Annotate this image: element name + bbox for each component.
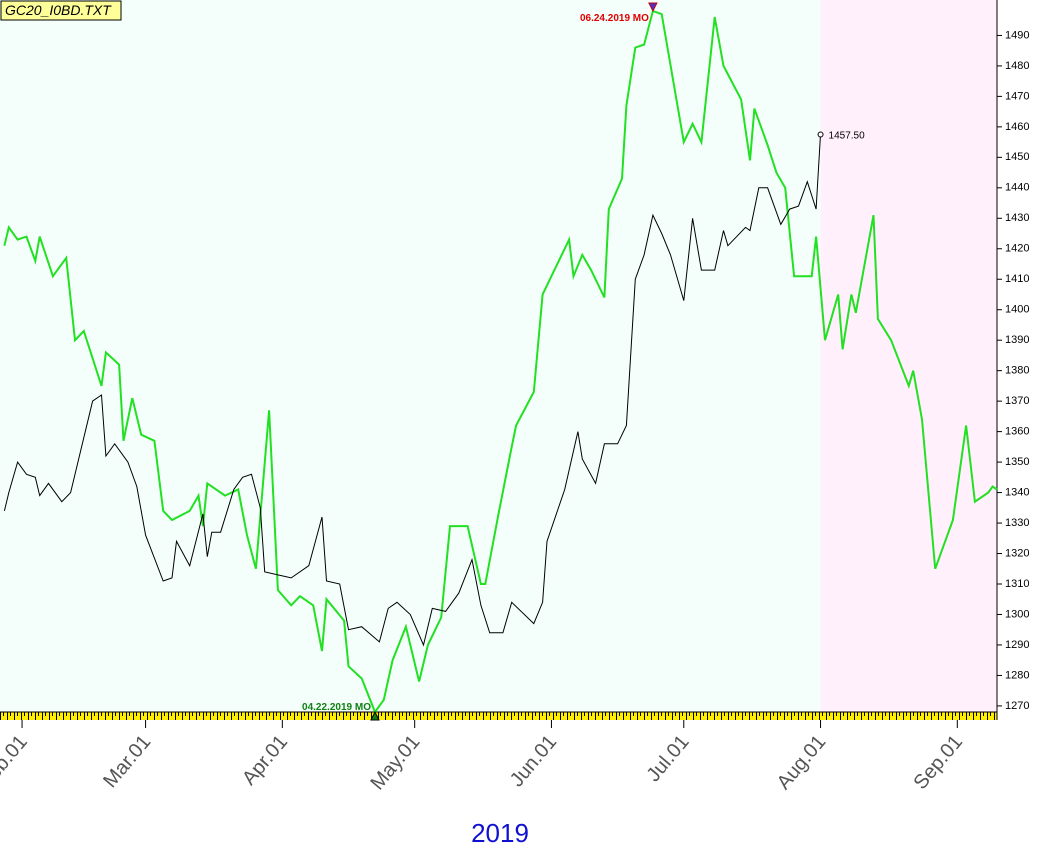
x-tick-label: May.01 [366, 731, 424, 794]
y-tick-label: 1380 [1005, 365, 1029, 377]
x-tick-label: Sep.01 [910, 731, 968, 794]
y-tick-label: 1450 [1005, 151, 1029, 163]
y-tick-label: 1330 [1005, 517, 1029, 529]
x-tick-label: Jun.01 [506, 731, 561, 791]
y-tick-label: 1290 [1005, 639, 1029, 651]
x-tick-label: Mar.01 [99, 731, 155, 792]
y-tick-label: 1430 [1005, 212, 1029, 224]
y-tick-label: 1480 [1005, 60, 1029, 72]
y-tick-label: 1320 [1005, 547, 1029, 559]
y-tick-label: 1490 [1005, 29, 1029, 41]
plot: 1457.50 06.24.2019 MO 04.22.2019 MO [3, 2, 998, 721]
last-price-label: 1457.50 [829, 130, 866, 141]
x-tick-label: Aug.01 [773, 731, 831, 794]
high-marker [648, 2, 658, 13]
last-price-marker [817, 131, 824, 138]
y-tick-label: 1370 [1005, 395, 1029, 407]
projection-region [820, 0, 997, 712]
y-tick-label: 1420 [1005, 243, 1029, 255]
x-axis-ruler [0, 712, 997, 720]
y-tick-label: 1300 [1005, 608, 1029, 620]
annotation: 04.22.2019 MO [302, 702, 371, 713]
y-tick-label: 1310 [1005, 578, 1029, 590]
chart-title: GC20_I0BD.TXT [5, 2, 112, 18]
annotation: 06.24.2019 MO [580, 13, 649, 24]
series-line [3, 134, 821, 647]
y-tick-label: 1360 [1005, 426, 1029, 438]
history-region [0, 0, 821, 712]
y-tick-label: 1280 [1005, 669, 1029, 681]
x-axis-title: 2019 [471, 818, 529, 848]
plot-background [0, 0, 997, 712]
x-tick-label: Feb.01 [0, 731, 32, 793]
y-tick-label: 1440 [1005, 182, 1029, 194]
y-tick-label: 1390 [1005, 334, 1029, 346]
title-box [0, 0, 122, 21]
y-tick-label: 1460 [1005, 121, 1029, 133]
low-marker [370, 710, 380, 721]
y-tick-label: 1400 [1005, 304, 1029, 316]
y-tick-label: 1340 [1005, 486, 1029, 498]
y-tick-label: 1410 [1005, 273, 1029, 285]
y-tick-label: 1350 [1005, 456, 1029, 468]
series-line [3, 9, 998, 715]
x-tick-label: Apr.01 [238, 731, 292, 789]
x-tick-label: Jul.01 [642, 731, 693, 786]
y-tick-label: 1270 [1005, 700, 1029, 712]
y-tick-label: 1470 [1005, 90, 1029, 102]
